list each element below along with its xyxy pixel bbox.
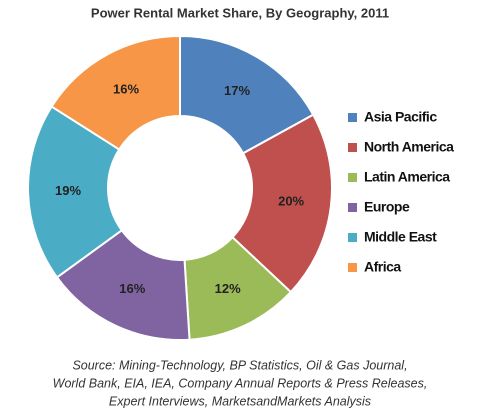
legend-label: North America [364, 139, 454, 155]
source-note: World Bank, EIA, IEA, Company Annual Rep… [53, 376, 428, 390]
legend-label: Latin America [364, 169, 450, 185]
donut-segment [231, 113, 333, 294]
legend-label: Africa [364, 259, 401, 275]
donut-segment [27, 105, 124, 279]
value-label: 16% [113, 81, 139, 96]
source-note: Source: Mining-Technology, BP Statistics… [72, 358, 407, 372]
legend-swatch [348, 113, 357, 122]
legend-swatch [348, 263, 357, 272]
legend-label: Middle East [364, 229, 437, 245]
legend-swatch [348, 203, 357, 212]
legend-swatch [348, 233, 357, 242]
value-label: 20% [278, 193, 304, 208]
value-label: 12% [215, 281, 241, 296]
legend-label: Europe [364, 199, 410, 215]
donut-segment [50, 34, 181, 151]
value-label: 17% [224, 83, 250, 98]
legend-swatch [348, 143, 357, 152]
value-label: 19% [55, 183, 81, 198]
donut-segment [179, 34, 315, 155]
chart-title: Power Rental Market Share, By Geography,… [91, 5, 389, 20]
legend-label: Asia Pacific [364, 109, 437, 125]
value-label: 16% [119, 281, 145, 296]
source-note: Expert Interviews, MarketsandMarkets Ana… [109, 394, 371, 408]
legend-swatch [348, 173, 357, 182]
